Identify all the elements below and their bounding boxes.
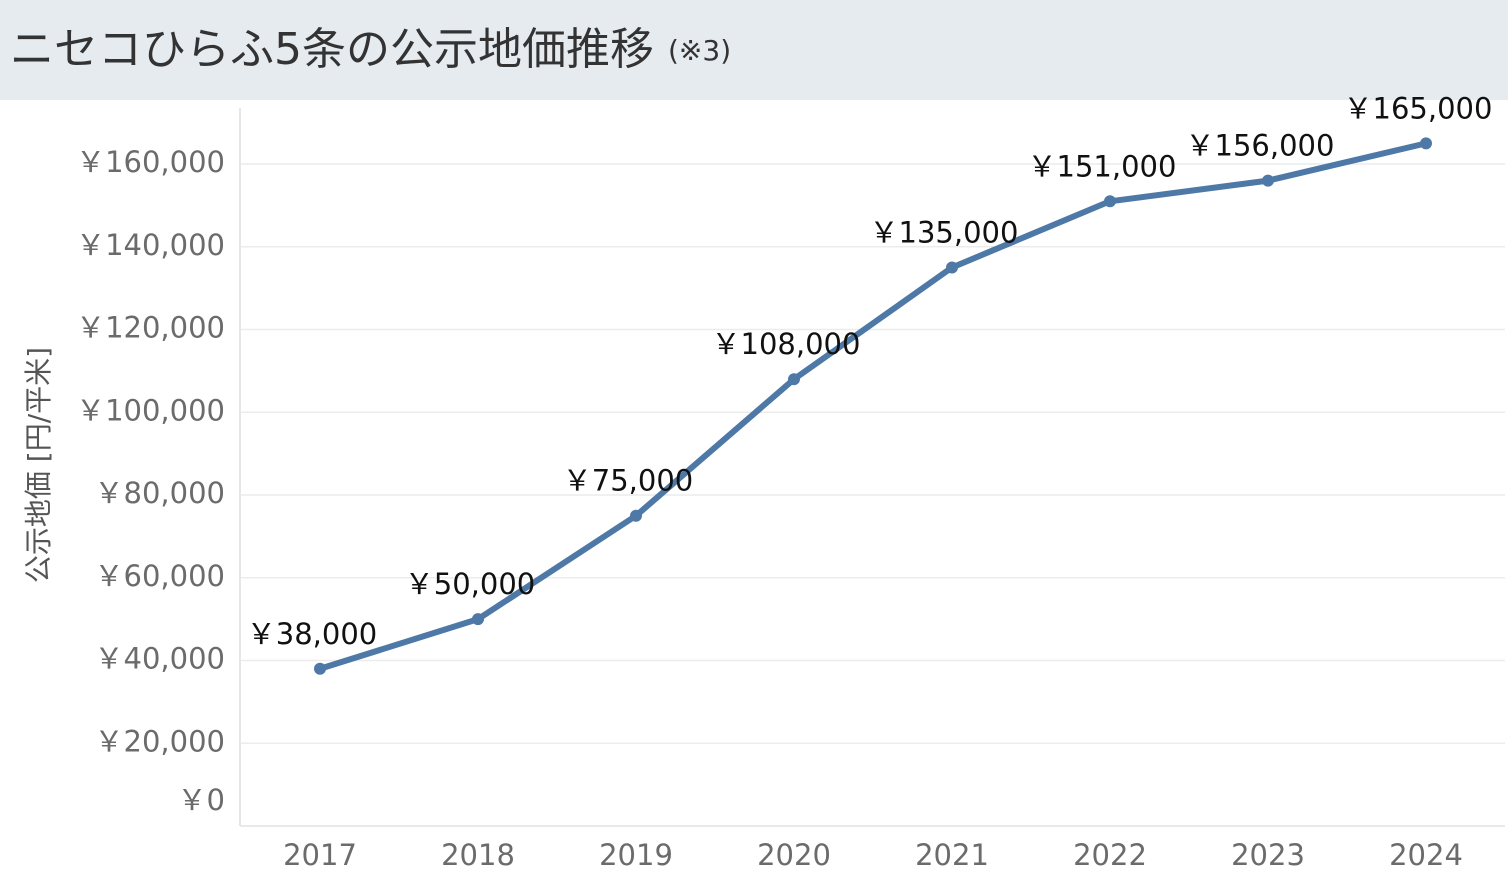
- y-tick-label: ￥160,000: [76, 145, 225, 179]
- x-tick-label: 2022: [1073, 838, 1147, 872]
- value-label: ￥50,000: [405, 567, 535, 601]
- value-label: ￥156,000: [1186, 129, 1335, 163]
- line: [319, 140, 1427, 672]
- x-tick-label: 2021: [915, 838, 989, 872]
- x-tick-label: 2024: [1389, 838, 1463, 872]
- point: [788, 373, 800, 386]
- title-bar: [0, 0, 1508, 100]
- value-label: ￥165,000: [1344, 91, 1493, 125]
- x-tick-label: 2020: [757, 838, 831, 872]
- x-tick-label: 2019: [599, 838, 673, 872]
- point: [946, 261, 958, 274]
- y-tick-label: ￥0: [178, 783, 225, 817]
- y-tick-label: ￥100,000: [76, 393, 225, 427]
- value-label: ￥38,000: [247, 617, 377, 651]
- chart-title: ニセコひらふ5条の公示地価推移 (※3): [10, 24, 731, 75]
- point: [630, 509, 642, 522]
- point: [1420, 137, 1432, 150]
- value-label: ￥75,000: [563, 464, 693, 498]
- value-label: ￥151,000: [1028, 149, 1177, 183]
- point: [472, 613, 484, 626]
- x-tick-label: 2017: [283, 838, 357, 872]
- point: [314, 662, 326, 675]
- value-label: ￥135,000: [870, 215, 1019, 249]
- y-tick-label: ￥40,000: [95, 642, 225, 676]
- y-tick-label: ￥120,000: [76, 311, 225, 345]
- point: [1104, 195, 1116, 208]
- y-tick-label: ￥20,000: [95, 724, 225, 758]
- x-tick-label: 2023: [1231, 838, 1305, 872]
- y-tick-label: ￥60,000: [95, 559, 225, 593]
- subtitle: (※3): [668, 34, 731, 67]
- y-axis-label: 公示地価 [円/平米]: [22, 347, 55, 583]
- x-tick-label: 2018: [441, 838, 515, 872]
- point: [1262, 174, 1274, 187]
- value-label: ￥108,000: [712, 327, 861, 361]
- y-tick-label: ￥80,000: [95, 476, 225, 510]
- title: ニセコひらふ5条の公示地価推移: [10, 24, 654, 75]
- y-tick-label: ￥140,000: [76, 228, 225, 262]
